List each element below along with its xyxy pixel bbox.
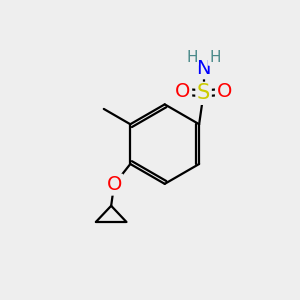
Text: O: O	[217, 82, 232, 101]
Text: H: H	[186, 50, 197, 64]
Text: O: O	[175, 82, 190, 101]
Text: O: O	[106, 175, 122, 194]
Text: N: N	[196, 59, 211, 78]
Text: H: H	[209, 50, 220, 64]
Text: S: S	[197, 83, 210, 103]
